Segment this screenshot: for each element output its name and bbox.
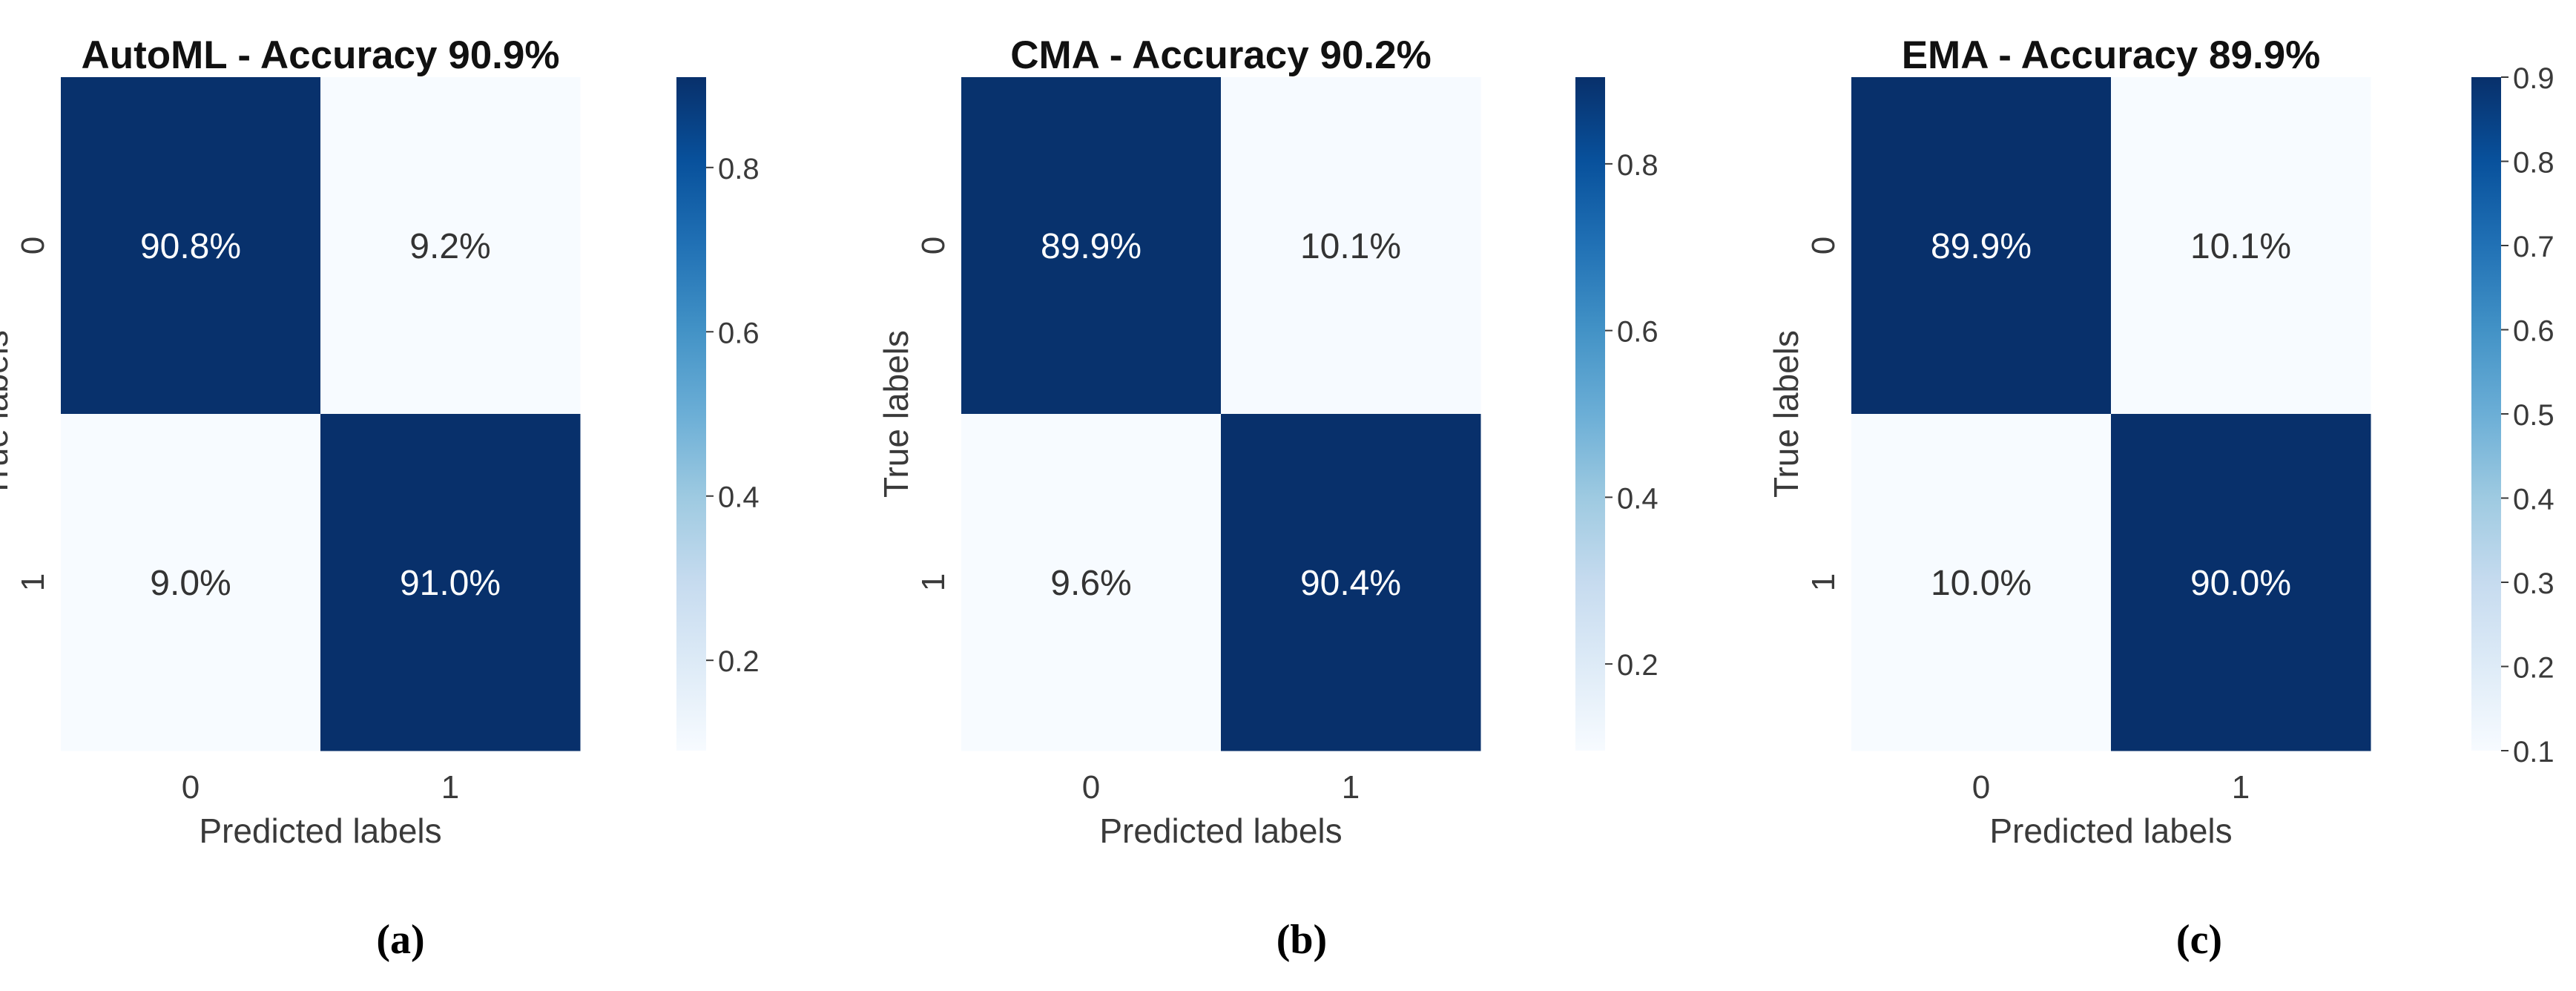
colorbar-tick-label: 0.1 — [2513, 736, 2554, 768]
heatmap-cell — [320, 414, 581, 751]
cell-value-label: 89.9% — [1931, 227, 2032, 266]
colorbar — [1575, 77, 1605, 751]
colorbar-tick-label: 0.2 — [1617, 649, 1658, 682]
x-tick-label: 0 — [182, 769, 200, 806]
heatmap-cell — [1851, 414, 2112, 751]
y-tick-label: 1 — [1805, 573, 1842, 591]
colorbar-tick-label: 0.7 — [2513, 231, 2554, 263]
colorbar-tick-label: 0.3 — [2513, 567, 2554, 600]
cell-value-label: 90.0% — [2190, 564, 2291, 603]
colorbar-tick-label: 0.6 — [718, 317, 760, 349]
colorbar-tick-label: 0.2 — [2513, 652, 2554, 685]
colorbar-tick-label: 0.4 — [1617, 482, 1658, 515]
y-axis-label: True labels — [0, 330, 15, 498]
colorbar-tick-label: 0.5 — [2513, 399, 2554, 432]
heatmap-panel-1: AutoML - Accuracy 90.9% 90.8% 9.2% 9.0% 91.0… — [0, 33, 760, 963]
y-axis-label: True labels — [877, 330, 915, 498]
panel-caption: (a) — [376, 917, 424, 963]
heatmap-cell — [2111, 77, 2371, 415]
cell-value-label: 89.9% — [1041, 227, 1142, 266]
colorbar-tick-label: 0.8 — [2513, 147, 2554, 180]
cell-value-label: 90.4% — [1300, 564, 1401, 603]
colorbar — [2471, 77, 2501, 751]
x-tick-label: 1 — [1342, 769, 1360, 806]
colorbar-tick-label: 0.8 — [1617, 149, 1658, 182]
x-tick-label: 0 — [1082, 769, 1100, 806]
y-tick-label: 1 — [915, 573, 952, 591]
heatmap-cell — [1851, 77, 2112, 415]
colorbar-tick-label: 0.6 — [2513, 315, 2554, 348]
heatmap-cell — [1221, 414, 1481, 751]
cell-value-label: 90.8% — [140, 227, 241, 266]
x-axis-label: Predicted labels — [1099, 811, 1342, 850]
chart-title: AutoML - Accuracy 90.9% — [81, 33, 559, 77]
x-axis-label: Predicted labels — [199, 811, 441, 850]
colorbar-tick-label: 0.9 — [2513, 62, 2554, 95]
colorbar-tick-label: 0.6 — [1617, 316, 1658, 349]
heatmap-cell — [961, 414, 1222, 751]
heatmap-panel-3: EMA - Accuracy 89.9% 89.9% 10.1% 10.0% 90.0%… — [1767, 33, 2554, 963]
colorbar-tick-label: 0.4 — [2513, 484, 2554, 516]
heatmap-cell — [961, 77, 1222, 415]
heatmap-cell — [320, 77, 581, 415]
heatmap-cell — [1221, 77, 1481, 415]
x-tick-label: 1 — [441, 769, 459, 806]
cell-value-label: 91.0% — [400, 564, 501, 603]
chart-title: EMA - Accuracy 89.9% — [1902, 33, 2321, 77]
colorbar — [676, 77, 706, 751]
y-tick-label: 0 — [915, 237, 952, 254]
panel-caption: (c) — [2176, 917, 2222, 963]
cell-value-label: 10.1% — [1300, 227, 1401, 266]
cell-value-label: 9.2% — [409, 227, 490, 266]
y-tick-label: 0 — [1805, 237, 1842, 254]
heatmap-cell — [61, 414, 321, 751]
cell-value-label: 9.0% — [150, 564, 231, 603]
x-tick-label: 0 — [1972, 769, 1990, 806]
heatmap-panel-2: CMA - Accuracy 90.2% 89.9% 10.1% 9.6% 90.4% 0… — [877, 33, 1658, 963]
colorbar-tick-label: 0.2 — [718, 645, 760, 678]
chart-title: CMA - Accuracy 90.2% — [1010, 33, 1432, 77]
y-tick-label: 1 — [15, 573, 51, 591]
colorbar-tick-label: 0.8 — [718, 153, 760, 185]
colorbar-tick-label: 0.4 — [718, 481, 760, 514]
heatmap-cell — [2111, 414, 2371, 751]
heatmap-cell — [61, 77, 321, 415]
cell-value-label: 10.0% — [1931, 564, 2032, 603]
cell-value-label: 10.1% — [2190, 227, 2291, 266]
x-tick-label: 1 — [2232, 769, 2250, 806]
y-axis-label: True labels — [1767, 330, 1805, 498]
panel-caption: (b) — [1277, 917, 1327, 963]
cell-value-label: 9.6% — [1050, 564, 1131, 603]
x-axis-label: Predicted labels — [1989, 811, 2232, 850]
y-tick-label: 0 — [15, 237, 51, 254]
